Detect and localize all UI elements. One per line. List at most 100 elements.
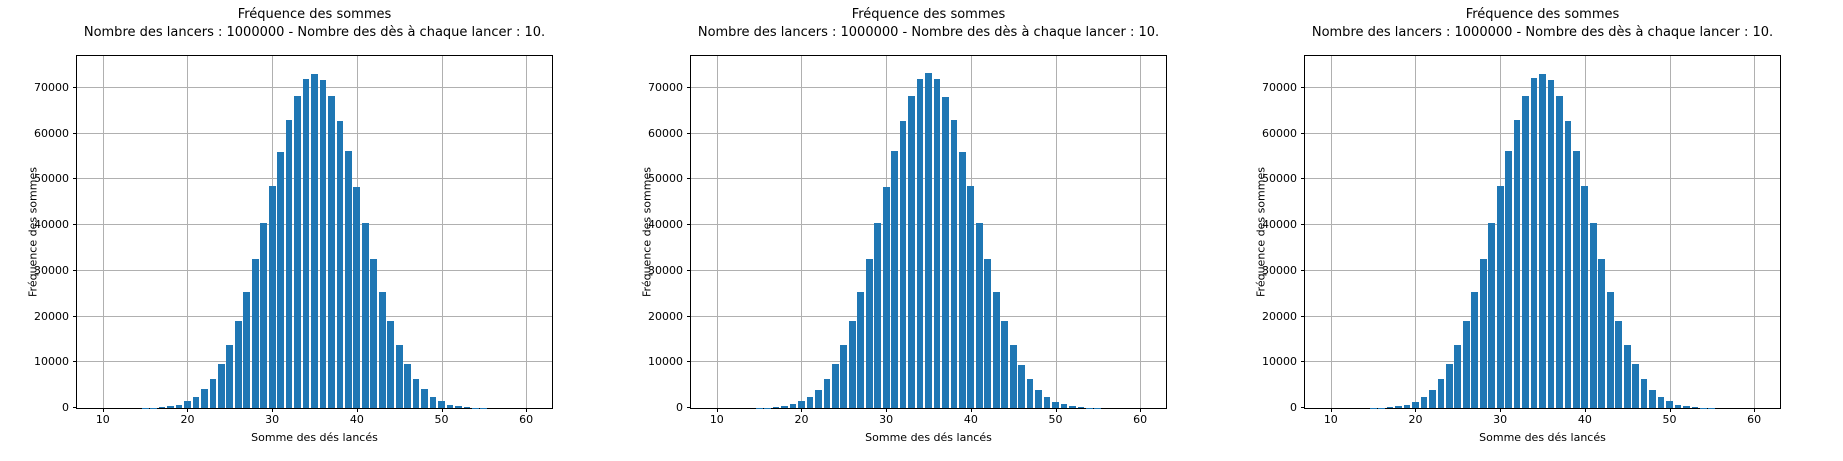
y-tick-mark <box>73 132 77 134</box>
y-tick-mark <box>687 224 691 226</box>
bar-sum-42 <box>984 258 992 408</box>
x-tick-label: 50 <box>434 413 449 426</box>
y-tick-label: 40000 <box>648 218 683 232</box>
bar-sum-32 <box>1513 120 1521 408</box>
x-tick-label: 10 <box>709 413 724 426</box>
bar-sum-18 <box>1395 406 1402 408</box>
bar-sum-35 <box>925 72 932 408</box>
bar-sum-47 <box>1026 378 1034 408</box>
y-tick-label: 50000 <box>34 172 69 186</box>
x-tick-label: 30 <box>879 413 894 426</box>
bar-sum-50 <box>1052 401 1059 408</box>
chart-title: Fréquence des sommes <box>237 7 392 22</box>
y-tick-label: 60000 <box>648 126 683 140</box>
bar-sum-31 <box>1505 151 1512 408</box>
plot-area: Fréquence des sommes Somme des dés lancé… <box>1255 55 1781 444</box>
x-tick-label: 10 <box>95 413 110 426</box>
chart-subtitle: Nombre des lancers : 1000000 - Nombre de… <box>83 25 546 40</box>
x-gridline <box>1754 56 1756 408</box>
bar-sum-52 <box>1069 406 1076 408</box>
y-tick-mark <box>1301 315 1305 317</box>
bar-sum-24 <box>831 364 839 408</box>
bar-sum-50 <box>1666 401 1673 408</box>
bar-sum-19 <box>789 404 797 408</box>
y-axis-label: Fréquence des sommes <box>26 167 40 297</box>
bar-sum-30 <box>882 186 890 408</box>
bar-sum-34 <box>916 78 924 408</box>
bar-sum-36 <box>1547 80 1555 408</box>
bar-sum-32 <box>285 120 293 408</box>
bar-sum-34 <box>1530 77 1538 408</box>
bar-sum-45 <box>395 345 403 408</box>
x-tick-mark <box>1669 408 1671 412</box>
y-tick-label: 10000 <box>1262 355 1297 369</box>
y-tick-mark <box>1301 178 1305 180</box>
bar-sum-40 <box>353 186 361 408</box>
bar-sum-41 <box>1589 223 1597 408</box>
bar-sum-44 <box>1615 320 1623 408</box>
chart-title-block: Fréquence des sommes Nombre des lancers … <box>76 6 553 42</box>
y-tick-mark <box>1301 269 1305 271</box>
bar-sum-21 <box>806 396 814 408</box>
y-tick-label: 50000 <box>648 172 683 186</box>
y-tick-mark <box>1301 86 1305 88</box>
bar-sum-26 <box>1462 321 1470 408</box>
bar-sum-43 <box>378 291 386 408</box>
y-tick-mark <box>687 132 691 134</box>
bar-sum-33 <box>1522 96 1529 408</box>
y-axis-label: Fréquence des sommes <box>1254 167 1268 297</box>
bar-sum-41 <box>361 222 369 408</box>
bar-sum-26 <box>234 320 242 408</box>
x-gridline <box>187 56 189 408</box>
bar-sum-21 <box>1420 396 1428 408</box>
y-tick-label: 0 <box>62 401 69 414</box>
x-gridline <box>1330 56 1332 408</box>
chart-subtitle: Nombre des lancers : 1000000 - Nombre de… <box>697 25 1160 40</box>
bar-sum-51 <box>1060 404 1068 408</box>
x-tick-mark <box>1754 408 1756 412</box>
bar-sum-46 <box>1632 364 1640 408</box>
bar-sum-33 <box>908 95 915 408</box>
y-tick-label: 10000 <box>34 355 69 369</box>
bar-sum-23 <box>209 379 217 408</box>
bar-sum-25 <box>840 345 848 408</box>
x-axis-label: Somme des dés lancés <box>251 431 378 444</box>
y-tick-label: 70000 <box>34 80 69 94</box>
x-tick-mark <box>716 408 718 412</box>
bar-sum-27 <box>857 291 865 408</box>
bar-sum-19 <box>175 404 183 408</box>
x-tick-mark <box>1055 408 1057 412</box>
bar-sum-39 <box>344 150 352 408</box>
bar-sum-49 <box>1657 396 1665 408</box>
x-tick-label: 50 <box>1662 413 1677 426</box>
y-tick-mark <box>1301 361 1305 363</box>
bar-sum-38 <box>950 120 958 408</box>
x-gridline <box>801 56 803 408</box>
x-gridline <box>716 56 718 408</box>
bar-sum-32 <box>899 120 907 408</box>
bar-sum-40 <box>967 186 975 408</box>
chart-title: Fréquence des sommes <box>1465 7 1620 22</box>
bar-sum-46 <box>1018 364 1026 408</box>
bar-sum-31 <box>277 151 284 408</box>
bar-sum-36 <box>319 80 327 408</box>
bar-sum-39 <box>958 151 966 408</box>
y-axis-label: Fréquence des sommes <box>640 167 654 297</box>
bar-sum-23 <box>823 378 831 408</box>
x-tick-mark <box>272 408 274 412</box>
y-tick-label: 70000 <box>1262 80 1297 94</box>
y-tick-label: 40000 <box>1262 218 1297 232</box>
y-tick-mark <box>73 224 77 226</box>
bar-sum-48 <box>1649 389 1656 408</box>
bar-sum-45 <box>1009 345 1017 408</box>
bar-sum-44 <box>1001 320 1009 408</box>
bar-sum-52 <box>455 406 462 408</box>
y-tick-label: 20000 <box>648 309 683 323</box>
bar-sum-47 <box>412 379 420 408</box>
x-tick-label: 60 <box>519 413 534 426</box>
bar-sum-52 <box>1683 406 1690 408</box>
histogram-figure-1: Fréquence des sommes Nombre des lancers … <box>0 0 614 461</box>
bar-sum-51 <box>446 404 454 408</box>
x-gridline <box>526 56 528 408</box>
